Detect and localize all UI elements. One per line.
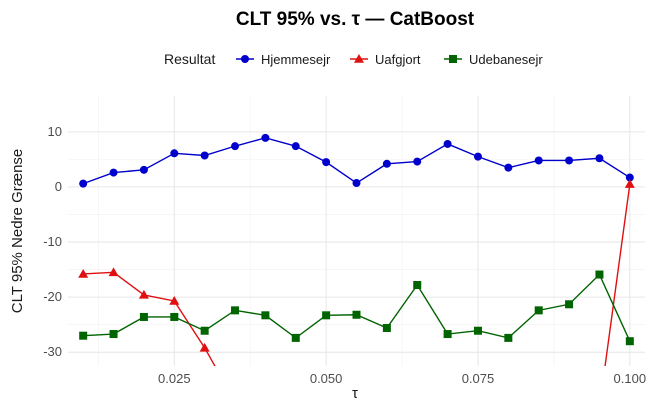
data-point — [230, 397, 240, 406]
data-point — [534, 156, 543, 165]
x-tick-label: 0.075 — [462, 371, 495, 386]
data-point — [534, 306, 543, 315]
data-point — [138, 289, 149, 299]
series-line — [83, 273, 631, 342]
y-tick-label: 0 — [55, 179, 62, 194]
data-point — [200, 151, 209, 160]
data-point — [443, 139, 452, 148]
series-line — [83, 271, 216, 366]
y-tick-label: -10 — [43, 234, 62, 249]
data-point — [413, 281, 422, 289]
data-point — [382, 323, 391, 332]
y-tick-label: -30 — [43, 344, 62, 359]
data-point — [565, 156, 574, 165]
legend-label: Hjemmesejr — [261, 52, 331, 67]
data-point — [352, 310, 361, 319]
data-point — [199, 342, 210, 352]
legend-label: Uafgjort — [375, 52, 421, 67]
legend-title: Resultat — [164, 51, 215, 67]
data-point — [170, 149, 179, 158]
x-tick-label: 0.100 — [614, 371, 647, 386]
y-tick-label: -20 — [43, 289, 62, 304]
data-point — [200, 326, 209, 335]
legend-key-marker — [241, 55, 249, 63]
data-point — [382, 159, 391, 168]
data-point — [231, 142, 240, 151]
data-point — [139, 165, 148, 174]
data-point — [139, 312, 148, 321]
series-line — [82, 137, 631, 185]
legend-item: Hjemmesejr — [236, 52, 331, 67]
legend-label: Udebanesejr — [469, 52, 543, 67]
data-point — [322, 158, 331, 167]
data-point — [170, 312, 179, 321]
legend-item: Uafgjort — [350, 52, 421, 67]
series-line — [604, 184, 631, 366]
data-point — [109, 330, 118, 339]
data-point — [291, 333, 300, 342]
data-point — [169, 295, 180, 305]
data-point — [108, 267, 119, 277]
data-point — [322, 311, 331, 320]
data-point — [231, 306, 240, 315]
data-point — [79, 331, 88, 340]
data-point — [504, 163, 513, 172]
chart-title: CLT 95% vs. τ — CatBoost — [236, 9, 475, 30]
data-point — [565, 300, 574, 309]
data-point — [473, 326, 482, 335]
legend-key-marker — [354, 54, 364, 63]
data-point — [443, 330, 452, 339]
legend-items: Hjemmesejr Uafgjort Udebanesejr — [236, 52, 543, 67]
data-point — [261, 311, 270, 320]
data-point — [595, 154, 604, 163]
data-point — [261, 133, 270, 142]
data-point — [291, 142, 300, 151]
data-point — [109, 168, 118, 177]
data-point — [504, 333, 513, 342]
y-axis-title: CLT 95% Nedre Grænse — [9, 149, 26, 314]
data-point — [473, 152, 482, 161]
legend-key-marker — [449, 55, 457, 63]
data-point — [352, 179, 361, 188]
legend: Resultat Hjemmesejr Uafgjort Udebanesejr — [164, 51, 543, 67]
series-layer — [78, 133, 635, 408]
data-point — [594, 402, 604, 408]
tick-labels: -30 -20 -10 0 10 0.025 0.050 0.075 0.100 — [43, 124, 646, 386]
series-hjemmesejr — [79, 133, 634, 188]
data-point — [79, 179, 88, 188]
data-point — [624, 179, 635, 188]
series-uafgjort — [78, 179, 635, 408]
grid — [68, 96, 645, 366]
y-tick-label: 10 — [48, 124, 62, 139]
data-point — [625, 173, 634, 182]
x-axis-title: τ — [352, 385, 358, 402]
data-point — [625, 337, 634, 346]
series-udebanesejr — [79, 270, 634, 346]
legend-item: Udebanesejr — [444, 52, 543, 67]
data-point — [413, 157, 422, 166]
x-tick-label: 0.050 — [310, 371, 343, 386]
data-point — [78, 268, 89, 278]
x-tick-label: 0.025 — [158, 371, 191, 386]
data-point — [595, 270, 604, 279]
